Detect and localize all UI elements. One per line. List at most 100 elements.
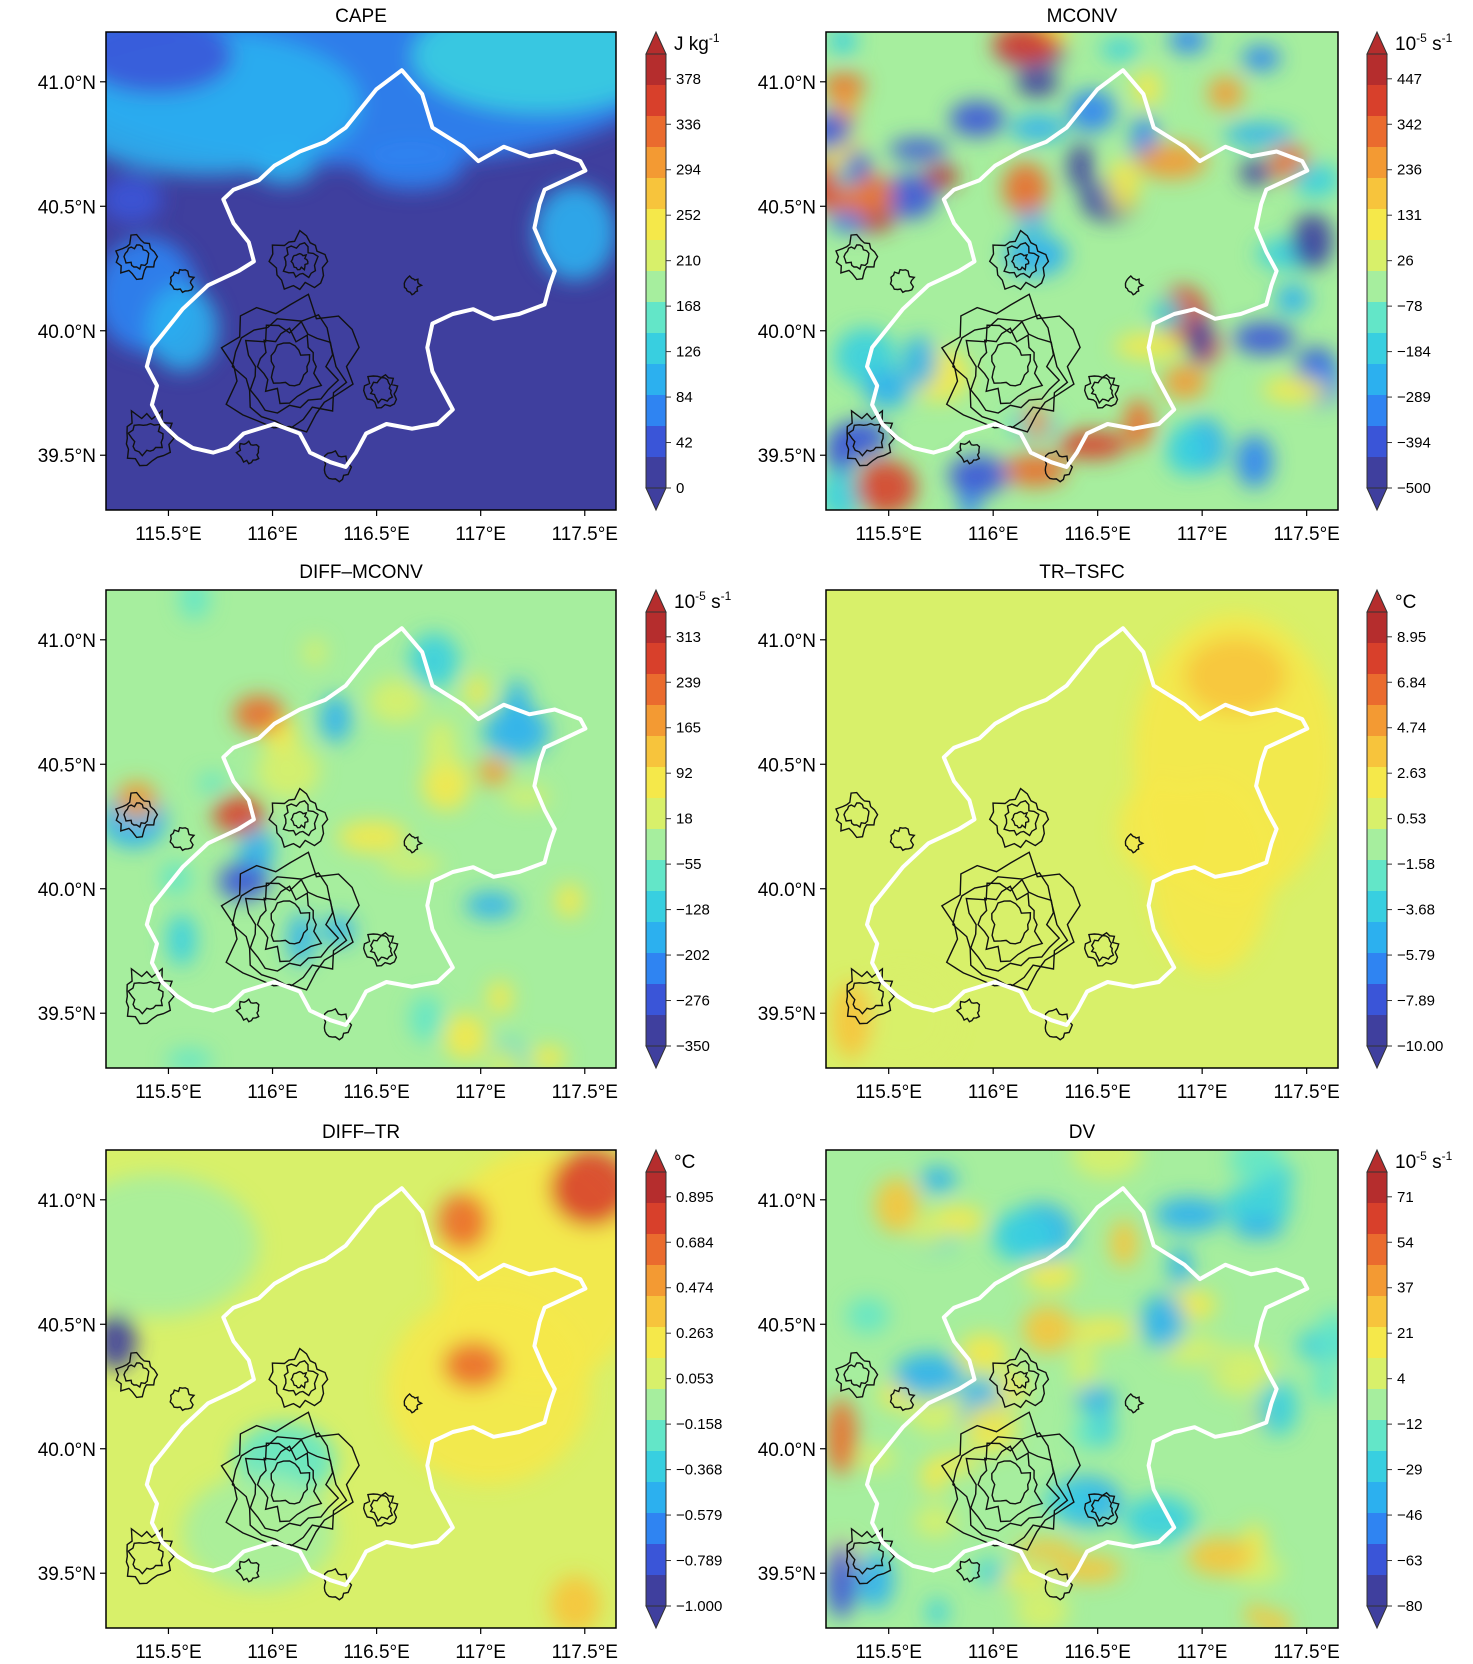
field-anomaly <box>1264 1610 1290 1628</box>
field-anomaly <box>930 1453 979 1473</box>
field-anomaly <box>975 1559 1005 1585</box>
field-anomaly <box>233 695 285 734</box>
y-tick-label: 41.0°N <box>758 1191 816 1212</box>
contour-line <box>244 878 340 972</box>
field-anomaly <box>991 1210 1055 1263</box>
field-anomaly <box>1067 89 1116 133</box>
contour-line <box>220 293 360 433</box>
y-tick-label: 39.5°N <box>38 1564 96 1585</box>
field-anomaly <box>908 1215 950 1247</box>
filled-contour-field <box>106 32 616 510</box>
contour-line <box>843 1362 870 1389</box>
colorbar-frame <box>1366 611 1388 1047</box>
colorbar-tick-label: 0.53 <box>1397 811 1426 828</box>
field-anomaly <box>914 1505 957 1538</box>
colorbar-tick-label: 6.84 <box>1397 674 1426 691</box>
y-tick-label: 40.5°N <box>38 755 96 776</box>
field-anomaly <box>1162 365 1207 400</box>
field-anomaly <box>926 1598 948 1627</box>
colorbar-tick-label: 0.895 <box>676 1189 714 1206</box>
colorbar-segment <box>1367 364 1387 396</box>
contour-line <box>123 1362 150 1389</box>
contour-line <box>1011 252 1030 271</box>
x-tick-label: 117°E <box>1177 1082 1228 1103</box>
field-anomaly <box>1165 424 1207 476</box>
field-anomaly <box>238 826 275 874</box>
colorbar-segment <box>1367 674 1387 706</box>
colorbar-tick-label: −80 <box>1397 1598 1422 1615</box>
colorbar-max-arrow <box>1366 588 1388 613</box>
field-anomaly <box>826 471 865 510</box>
contour-line <box>282 241 319 279</box>
contour-line <box>231 314 348 430</box>
field-anomaly <box>958 1333 1009 1373</box>
colorbar-tick-label: −78 <box>1397 298 1422 315</box>
contour-line <box>952 872 1069 988</box>
field-anomaly <box>1022 1305 1074 1354</box>
terrain-contours <box>114 1347 424 1601</box>
colorbar-tick-label: −7.89 <box>1397 993 1435 1010</box>
field-anomaly <box>924 165 959 189</box>
colorbar-max-arrow <box>645 1148 667 1173</box>
colorbar-tick-label: −0.579 <box>676 1507 722 1524</box>
panel-dv: DV 115.5°E 116°E 116.5°E 117°E 117.5°E 41.0°N… <box>758 1122 1453 1663</box>
contour-line <box>1003 1359 1040 1397</box>
contour-line <box>270 342 311 387</box>
panel-title: MCONV <box>1047 6 1118 27</box>
field-anomaly <box>218 862 270 901</box>
field-anomaly <box>1023 1260 1077 1291</box>
field-anomaly <box>483 706 550 759</box>
x-tick-label: 115.5°E <box>135 1082 201 1103</box>
x-tick-label: 117°E <box>455 1642 506 1663</box>
colorbar-tick-label: 252 <box>676 207 701 224</box>
field-anomaly <box>368 678 425 724</box>
field-anomaly <box>256 742 320 799</box>
field-anomaly <box>893 1353 964 1398</box>
field-anomaly <box>1233 321 1296 355</box>
colorbar-segment <box>1367 984 1387 1016</box>
map-frame <box>105 31 617 511</box>
field-anomaly <box>464 891 517 919</box>
colorbar-tick-label: 294 <box>676 162 701 179</box>
beijing-boundary <box>865 626 1310 1027</box>
colorbar-tick-label: 71 <box>1397 1189 1414 1206</box>
y-tick-label: 40.5°N <box>758 1315 816 1336</box>
y-tick-label: 40.5°N <box>38 1315 96 1336</box>
field-anomaly <box>889 138 948 161</box>
colorbar-tick-label: 126 <box>676 344 701 361</box>
terrain-contours <box>835 1347 1145 1601</box>
contour-line <box>290 252 309 271</box>
colorbar-segment <box>1367 1265 1387 1297</box>
colorbar-tick-label: 236 <box>1397 162 1422 179</box>
field-anomaly <box>337 820 408 854</box>
contour-line <box>403 1393 424 1414</box>
colorbar-tick-label: −350 <box>676 1038 710 1055</box>
contour-line <box>123 802 150 829</box>
x-tick-label: 116°E <box>968 1642 1019 1663</box>
contour-line <box>1124 1393 1145 1414</box>
contour-line <box>127 1540 164 1575</box>
field-anomaly <box>549 1150 616 1227</box>
x-tick-label: 117°E <box>455 524 506 545</box>
panel-tr-tsfc: TR–TSFC 115.5°E 116°E 116.5°E 117°E 117.5°E 4… <box>758 562 1444 1103</box>
contour-line <box>369 1494 394 1523</box>
field-anomaly <box>826 1398 857 1476</box>
field-anomaly <box>437 1193 489 1251</box>
colorbar-segment <box>646 302 666 334</box>
x-tick-label: 117°E <box>455 1082 506 1103</box>
colorbar-max-arrow <box>645 588 667 613</box>
colorbar-segment <box>1367 1451 1387 1483</box>
contour-line <box>244 1438 340 1532</box>
colorbar-segment <box>1367 178 1387 210</box>
colorbar-tick-label: −184 <box>1397 344 1431 361</box>
field-anomaly <box>1224 122 1295 147</box>
field-anomaly <box>826 112 852 150</box>
field-anomaly <box>1312 1364 1338 1403</box>
field-anomaly <box>991 32 1060 64</box>
contour-line <box>268 229 329 291</box>
contour-line <box>114 791 159 839</box>
y-tick-label: 40.0°N <box>38 1440 96 1461</box>
contour-line <box>169 826 196 852</box>
colorbar-tick-label: −0.789 <box>676 1553 722 1570</box>
